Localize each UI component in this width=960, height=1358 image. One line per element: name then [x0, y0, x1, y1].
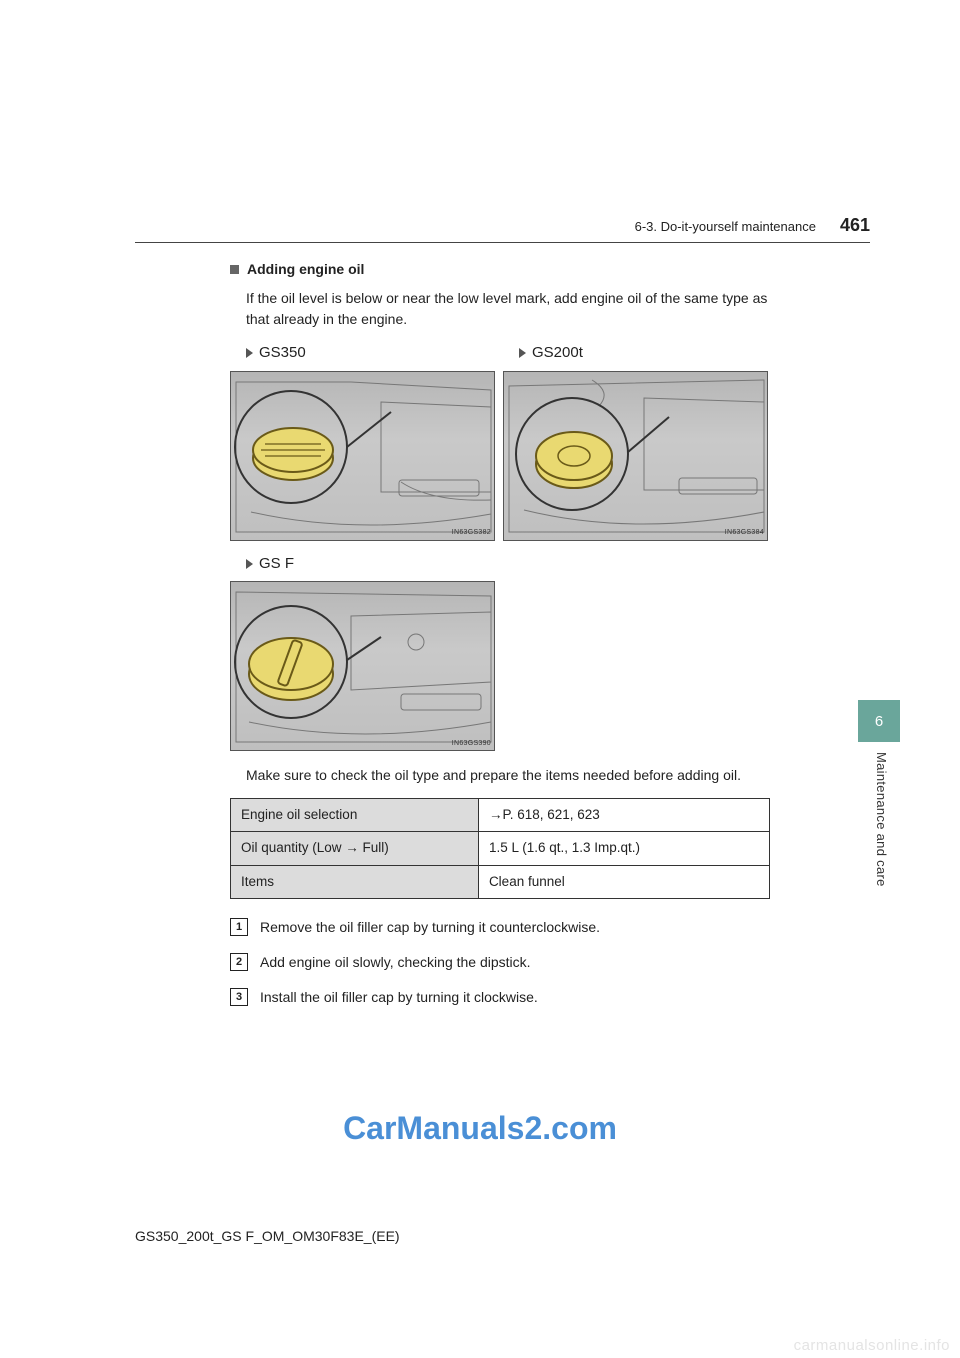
chapter-tab: 6 [858, 700, 900, 742]
page-number: 461 [840, 215, 870, 236]
page-header: 6-3. Do-it-yourself maintenance 461 [135, 215, 870, 243]
step-number-icon: 3 [230, 988, 248, 1006]
table-cell-value: →P. 618, 621, 623 [478, 799, 769, 832]
table-cell-label: Engine oil selection [231, 799, 479, 832]
note-paragraph: Make sure to check the oil type and prep… [246, 765, 775, 786]
model-label-gsf: GS F [246, 553, 495, 576]
engine-figure-gs350: IN63GS382 [230, 371, 495, 541]
model-label-gs350: GS350 [246, 342, 495, 365]
chapter-number: 6 [875, 713, 883, 730]
section-heading: Adding engine oil [230, 259, 775, 280]
figure-code: IN63GS390 [452, 739, 491, 750]
step-text: Install the oil filler cap by turning it… [260, 987, 538, 1008]
engine-figure-gsf: IN63GS390 [230, 581, 495, 751]
figure-code: IN63GS382 [452, 528, 491, 539]
steps-list: 1 Remove the oil filler cap by turning i… [230, 917, 775, 1008]
step-text: Remove the oil filler cap by turning it … [260, 917, 600, 938]
table-row: Oil quantity (Low → Full) 1.5 L (1.6 qt.… [231, 832, 770, 865]
model-name: GS F [259, 553, 294, 576]
step-item: 2 Add engine oil slowly, checking the di… [230, 952, 775, 973]
step-item: 1 Remove the oil filler cap by turning i… [230, 917, 775, 938]
model-name: GS350 [259, 342, 306, 365]
footer-code: GS350_200t_GS F_OM_OM30F83E_(EE) [135, 1228, 400, 1244]
triangle-bullet-icon [246, 559, 253, 569]
model-name: GS200t [532, 342, 583, 365]
intro-paragraph: If the oil level is below or near the lo… [246, 288, 775, 330]
triangle-bullet-icon [246, 348, 253, 358]
step-number-icon: 2 [230, 953, 248, 971]
heading-text: Adding engine oil [247, 259, 364, 280]
table-row: Items Clean funnel [231, 865, 770, 898]
table-row: Engine oil selection →P. 618, 621, 623 [231, 799, 770, 832]
figure-code: IN63GS384 [725, 528, 764, 539]
chapter-label: Maintenance and care [874, 752, 889, 887]
triangle-bullet-icon [519, 348, 526, 358]
spec-table: Engine oil selection →P. 618, 621, 623 O… [230, 798, 770, 899]
square-bullet-icon [230, 265, 239, 274]
engine-figure-gs200t: IN63GS384 [503, 371, 768, 541]
step-number-icon: 1 [230, 918, 248, 936]
table-cell-value: Clean funnel [478, 865, 769, 898]
table-cell-label: Oil quantity (Low → Full) [231, 832, 479, 865]
watermark-text: CarManuals2.com [343, 1110, 617, 1147]
model-label-gs200t: GS200t [519, 342, 768, 365]
step-item: 3 Install the oil filler cap by turning … [230, 987, 775, 1008]
table-cell-label: Items [231, 865, 479, 898]
step-text: Add engine oil slowly, checking the dips… [260, 952, 531, 973]
section-label: 6-3. Do-it-yourself maintenance [635, 219, 816, 234]
bottom-watermark: carmanualsonline.info [794, 1337, 950, 1354]
table-cell-value: 1.5 L (1.6 qt., 1.3 Imp.qt.) [478, 832, 769, 865]
